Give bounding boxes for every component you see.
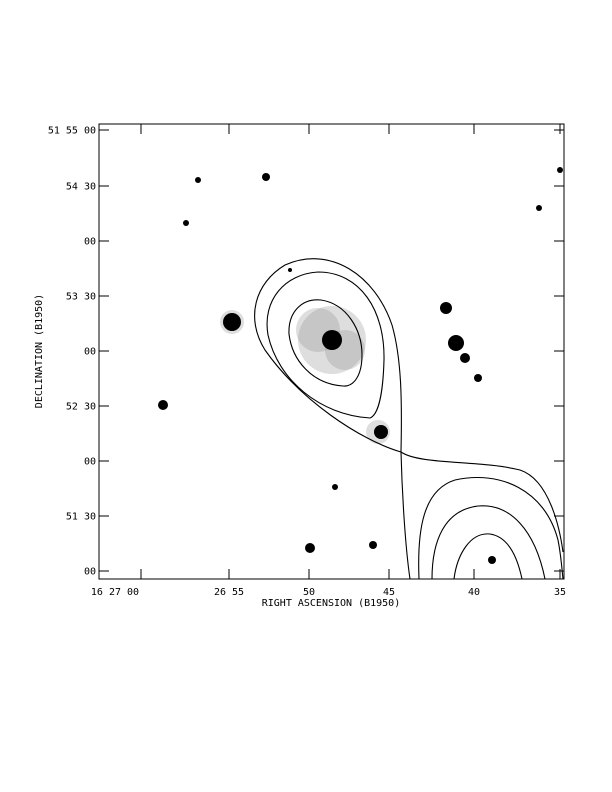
- star: [374, 425, 388, 439]
- contour-level-4-lower: [453, 533, 523, 580]
- x-axis-title: RIGHT ASCENSION (B1950): [262, 598, 400, 609]
- star: [557, 167, 563, 173]
- y-tick-label: 00: [84, 347, 96, 358]
- y-axis-ticks: 51 55 00 54 30 00 53 30 00 52 30 00 51 30 00: [48, 126, 564, 578]
- y-tick-label: 51 55 00: [48, 126, 96, 137]
- y-tick-label: 00: [84, 567, 96, 578]
- y-tick-label: 54 30: [66, 182, 96, 193]
- star: [262, 173, 270, 181]
- star: [369, 541, 377, 549]
- star: [488, 556, 496, 564]
- star: [440, 302, 452, 314]
- y-tick-label: 00: [84, 457, 96, 468]
- plot-frame: [98, 123, 565, 580]
- contour-level-1: [254, 258, 402, 453]
- y-tick-label: 00: [84, 237, 96, 248]
- x-tick-label: 16 27 00: [91, 587, 139, 598]
- contour-level-3-lower: [431, 505, 546, 580]
- contour-level-2-lower: [418, 476, 564, 580]
- star: [223, 313, 241, 331]
- contour-level-3: [288, 299, 363, 387]
- star: [195, 177, 201, 183]
- star: [536, 205, 542, 211]
- star: [460, 353, 470, 363]
- contour-level-2: [266, 271, 385, 419]
- x-tick-label: 35: [554, 587, 566, 598]
- star: [322, 330, 342, 350]
- y-tick-label: 51 30: [66, 512, 96, 523]
- y-tick-label: 53 30: [66, 292, 96, 303]
- star: [474, 374, 482, 382]
- star: [305, 543, 315, 553]
- contour-level-1-lower: [400, 451, 564, 580]
- star: [183, 220, 189, 226]
- radio-contours: [254, 258, 564, 580]
- star-field: [158, 167, 563, 564]
- y-axis-title: DECLINATION (B1950): [34, 294, 45, 408]
- y-tick-label: 52 30: [66, 402, 96, 413]
- star: [448, 335, 464, 351]
- star: [288, 268, 292, 272]
- star: [332, 484, 338, 490]
- x-tick-label: 45: [383, 587, 395, 598]
- star: [158, 400, 168, 410]
- x-tick-label: 40: [468, 587, 480, 598]
- x-tick-label: 26 55: [214, 587, 244, 598]
- x-axis-ticks: 16 27 00 26 55 50 45 40 35: [91, 124, 566, 598]
- x-tick-label: 50: [303, 587, 315, 598]
